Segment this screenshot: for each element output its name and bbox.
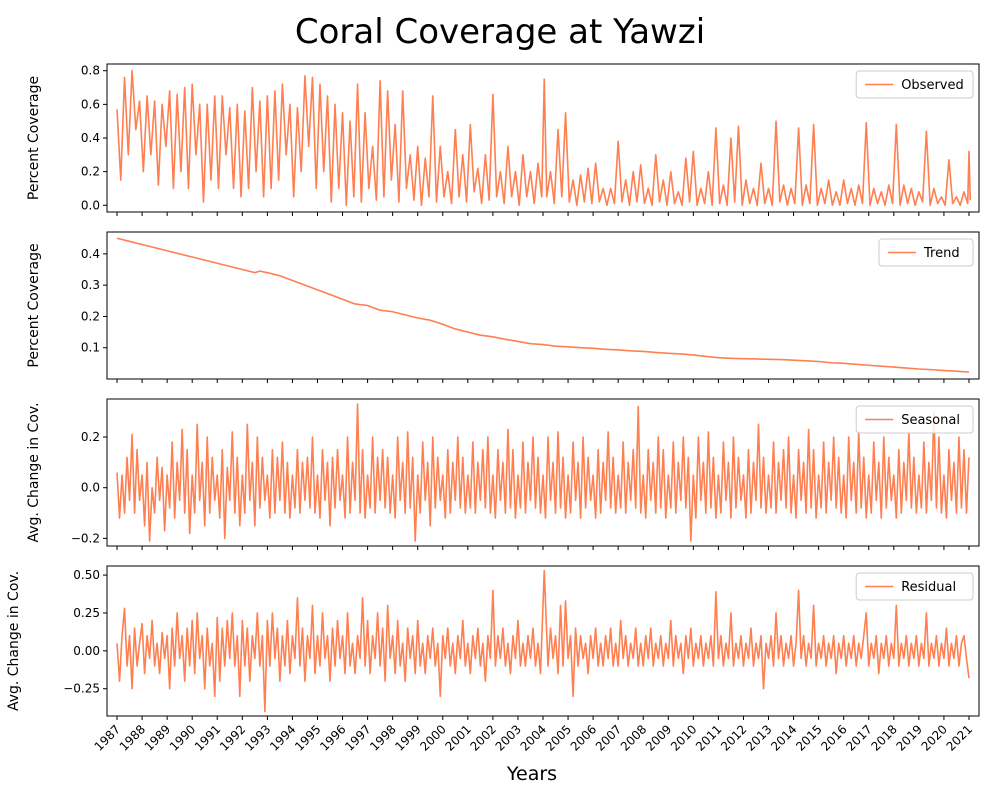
x-tick-label: 2000: [417, 722, 448, 753]
series-line-observed: [116, 69, 972, 207]
legend-label: Seasonal: [901, 413, 960, 428]
x-tick-label: 2018: [868, 722, 899, 753]
legend: Residual: [855, 572, 974, 601]
x-tick-label: 2009: [643, 722, 674, 753]
panel-trend: 0.1 0.2 0.3 0.4 Percent Coverage Trend: [26, 231, 980, 383]
panel-frame: [106, 565, 980, 717]
x-tick-label: 2014: [768, 722, 799, 753]
x-tick-label: 2003: [493, 722, 524, 753]
x-tick-label: 1993: [242, 722, 273, 753]
x-tick-label: 1989: [142, 722, 173, 753]
legend: Observed: [855, 70, 974, 99]
panel-frame: [106, 231, 980, 380]
x-tick-label: 1996: [317, 722, 348, 753]
y-tick-label: 0.4: [81, 247, 100, 261]
x-tick-label: 2015: [793, 722, 824, 753]
y-tick-label: 0.2: [81, 165, 100, 179]
x-tick-label: 1992: [217, 722, 248, 753]
x-tick-label: 1988: [117, 722, 148, 753]
series-line-seasonal: [116, 403, 970, 542]
y-axis-label: Avg. Change in Cov.: [26, 402, 42, 542]
y-tick-label: 0.50: [73, 568, 100, 582]
legend-label: Residual: [901, 580, 956, 595]
x-tick-label: 2021: [944, 722, 975, 753]
x-tick-label: 1994: [267, 722, 298, 753]
x-tick-label: 2012: [718, 722, 749, 753]
x-tick-label: 2004: [518, 722, 549, 753]
legend-label: Observed: [901, 78, 964, 93]
y-tick-label: 0.8: [81, 64, 100, 78]
x-tick-label: 2017: [843, 722, 874, 753]
x-tick-label: 2007: [593, 722, 624, 753]
y-tick-label: 0.2: [81, 430, 100, 444]
x-tick-label: 1987: [92, 722, 123, 753]
y-tick-label: 0.6: [81, 97, 100, 111]
x-axis-label: Years: [506, 763, 557, 785]
y-tick-label: −0.2: [71, 531, 100, 545]
y-tick-label: 0.3: [81, 278, 100, 292]
x-tick-label: 2001: [442, 722, 473, 753]
legend-box: [855, 572, 974, 601]
panel-observed: 0.0 0.2 0.4 0.6 0.8 Percent Coverage Observed: [26, 63, 980, 216]
x-tick-label: 1999: [392, 722, 423, 753]
panel-seasonal: −0.2 0.0 0.2 Avg. Change in Cov. Seasonal: [26, 398, 980, 550]
x-tick-label: 2010: [668, 722, 699, 753]
legend: Seasonal: [855, 405, 974, 434]
x-tick-label: 2005: [543, 722, 574, 753]
x-tick-label: 2006: [568, 722, 599, 753]
y-axis-label: Avg. Change in Cov.: [6, 571, 22, 711]
legend-box: [855, 70, 974, 99]
x-tick-label: 2011: [693, 722, 724, 753]
x-tick-label: 2013: [743, 722, 774, 753]
x-tick-label: 1990: [167, 722, 198, 753]
panel-frame: [106, 398, 980, 547]
y-tick-label: 0.0: [81, 198, 100, 212]
x-tick-label: 2019: [893, 722, 924, 753]
y-tick-label: 0.2: [81, 309, 100, 323]
legend: Trend: [878, 238, 974, 267]
y-tick-label: −0.25: [63, 682, 100, 696]
x-tick-label: 2008: [618, 722, 649, 753]
series-line-residual: [116, 569, 970, 713]
x-tick-label: 1995: [292, 722, 323, 753]
panel-frame: [106, 63, 980, 213]
y-tick-label: 0.0: [81, 481, 100, 495]
y-tick-label: 0.4: [81, 131, 100, 145]
y-tick-label: 0.00: [73, 644, 100, 658]
y-tick-label: 0.1: [81, 341, 100, 355]
x-tick-label: 2020: [919, 722, 950, 753]
x-tick-label: 1991: [192, 722, 223, 753]
y-tick-label: 0.25: [73, 606, 100, 620]
y-axis-label: Percent Coverage: [26, 76, 42, 200]
legend-box: [878, 238, 974, 267]
legend-box: [855, 405, 974, 434]
x-tick-label: 2016: [818, 722, 849, 753]
y-axis-label: Percent Coverage: [26, 243, 42, 367]
x-tick-label: 1997: [342, 722, 373, 753]
x-tick-label: 1998: [367, 722, 398, 753]
panel-residual: −0.25 0.00 0.25 0.50 Avg. Change in Cov. Resi…: [6, 565, 980, 720]
chart-title: Coral Coverage at Yawzi: [295, 12, 705, 52]
series-line-trend: [116, 237, 970, 373]
legend-label: Trend: [923, 246, 960, 261]
x-tick-label: 2002: [468, 722, 499, 753]
